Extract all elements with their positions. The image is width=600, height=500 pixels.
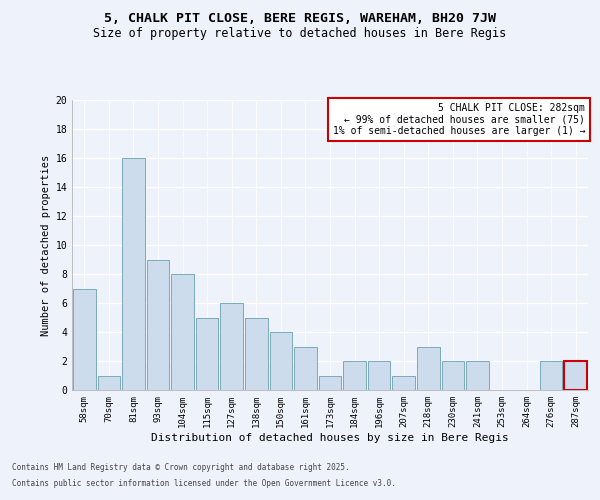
Text: Contains HM Land Registry data © Crown copyright and database right 2025.: Contains HM Land Registry data © Crown c… xyxy=(12,464,350,472)
Bar xyxy=(171,274,194,390)
Bar xyxy=(73,288,95,390)
Y-axis label: Number of detached properties: Number of detached properties xyxy=(41,154,51,336)
Bar xyxy=(343,361,366,390)
Bar xyxy=(466,361,489,390)
X-axis label: Distribution of detached houses by size in Bere Regis: Distribution of detached houses by size … xyxy=(151,432,509,442)
Bar xyxy=(540,361,562,390)
Bar xyxy=(442,361,464,390)
Text: Size of property relative to detached houses in Bere Regis: Size of property relative to detached ho… xyxy=(94,28,506,40)
Bar xyxy=(392,376,415,390)
Bar xyxy=(269,332,292,390)
Bar xyxy=(417,346,440,390)
Text: Contains public sector information licensed under the Open Government Licence v3: Contains public sector information licen… xyxy=(12,478,396,488)
Bar xyxy=(98,376,120,390)
Bar xyxy=(245,318,268,390)
Bar xyxy=(122,158,145,390)
Bar xyxy=(196,318,218,390)
Text: 5 CHALK PIT CLOSE: 282sqm
← 99% of detached houses are smaller (75)
1% of semi-d: 5 CHALK PIT CLOSE: 282sqm ← 99% of detac… xyxy=(332,103,585,136)
Bar xyxy=(565,361,587,390)
Bar xyxy=(146,260,169,390)
Text: 5, CHALK PIT CLOSE, BERE REGIS, WAREHAM, BH20 7JW: 5, CHALK PIT CLOSE, BERE REGIS, WAREHAM,… xyxy=(104,12,496,26)
Bar xyxy=(319,376,341,390)
Bar xyxy=(294,346,317,390)
Bar xyxy=(220,303,243,390)
Bar xyxy=(368,361,391,390)
